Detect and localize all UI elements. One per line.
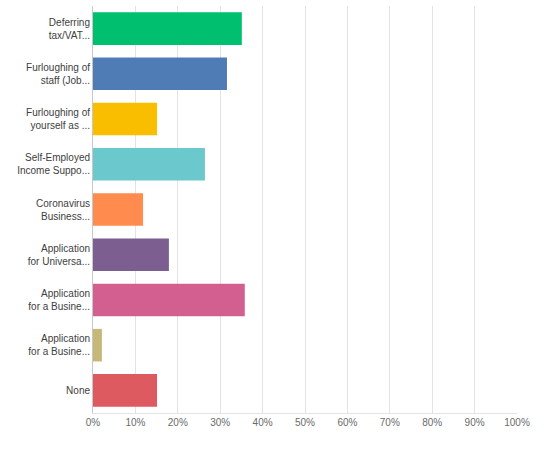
svg-text:0%: 0%: [86, 417, 101, 428]
svg-text:Furloughing ofyourself as ...: Furloughing ofyourself as ...: [26, 107, 90, 131]
svg-text:CoronavirusBusiness...: CoronavirusBusiness...: [36, 198, 90, 222]
svg-text:Applicationfor a Busine...: Applicationfor a Busine...: [28, 333, 90, 357]
svg-text:40%: 40%: [253, 417, 273, 428]
svg-text:60%: 60%: [337, 417, 357, 428]
svg-text:80%: 80%: [422, 417, 442, 428]
svg-text:30%: 30%: [210, 417, 230, 428]
svg-text:Self-EmployedIncome Suppo...: Self-EmployedIncome Suppo...: [17, 152, 90, 176]
svg-text:70%: 70%: [380, 417, 400, 428]
svg-text:10%: 10%: [125, 417, 145, 428]
svg-text:Deferringtax/VAT...: Deferringtax/VAT...: [49, 17, 90, 41]
svg-text:90%: 90%: [465, 417, 485, 428]
svg-text:Applicationfor Universa...: Applicationfor Universa...: [28, 243, 90, 267]
svg-text:50%: 50%: [295, 417, 315, 428]
svg-text:None: None: [66, 385, 90, 396]
svg-text:Applicationfor a Busine...: Applicationfor a Busine...: [28, 288, 90, 312]
svg-text:Furloughing ofstaff (Job...: Furloughing ofstaff (Job...: [26, 62, 90, 86]
svg-text:100%: 100%: [504, 417, 530, 428]
svg-text:20%: 20%: [168, 417, 188, 428]
